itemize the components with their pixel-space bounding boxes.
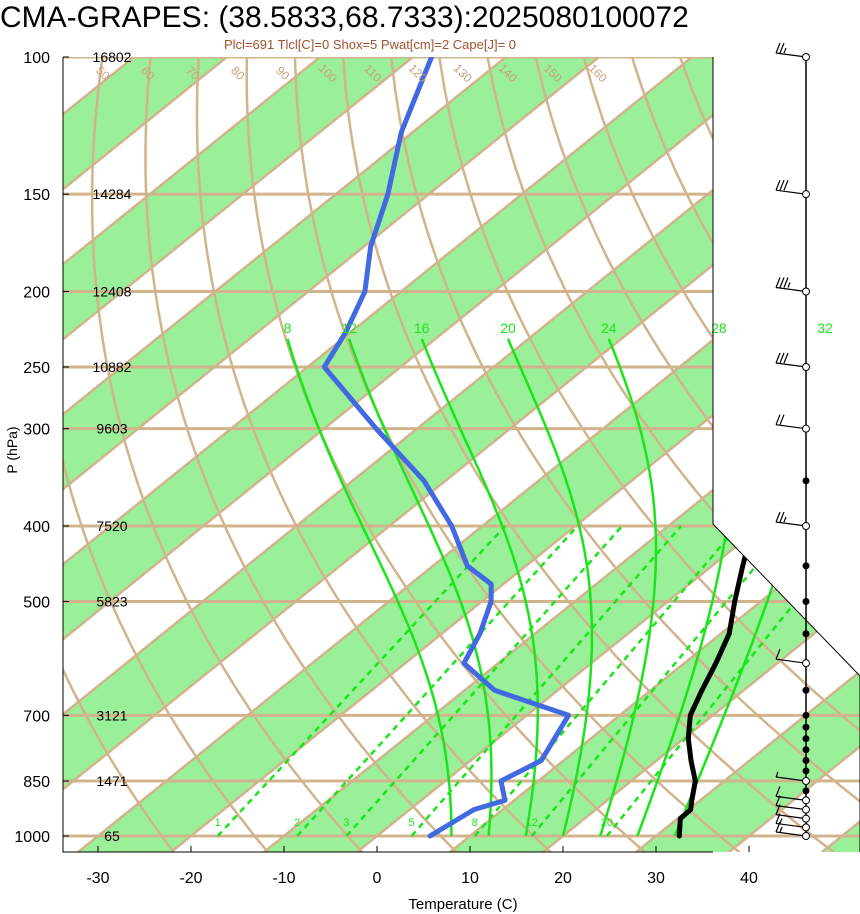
height-label: 16802 <box>93 49 132 65</box>
moist-adiabat-label: 16 <box>414 320 430 336</box>
mixing-ratio-label: 3 <box>343 817 349 829</box>
height-label: 9603 <box>96 421 127 437</box>
y-axis-label: P (hPa) <box>4 426 20 473</box>
wind-level-dot <box>803 630 810 637</box>
temperature-tick-label: 10 <box>461 870 479 887</box>
mixing-ratio-label: 8 <box>472 817 478 829</box>
chart-subtitle: Plcl=691 Tlcl[C]=0 Shox=5 Pwat[cm]=2 Cap… <box>224 37 516 52</box>
x-axis-label: Temperature (C) <box>408 896 517 913</box>
temperature-tick-label: -10 <box>272 870 295 887</box>
temperature-tick-label: 30 <box>647 870 665 887</box>
pressure-tick-label: 300 <box>23 422 50 439</box>
moist-adiabat-label: 8 <box>284 320 292 336</box>
pressure-tick-label: 400 <box>23 519 50 536</box>
height-label: 5823 <box>96 593 127 609</box>
chart-title: CMA-GRAPES: (38.5833,68.7333):2025080100… <box>0 1 689 34</box>
pressure-tick-label: 850 <box>23 774 50 791</box>
pressure-tick-label: 700 <box>23 708 50 725</box>
wind-level-dot <box>803 477 810 484</box>
wind-level-dot <box>803 735 810 742</box>
mixing-ratio-label: 1 <box>215 817 221 829</box>
wind-level-dot <box>803 687 810 694</box>
wind-level-dot <box>803 712 810 719</box>
height-label: 65 <box>104 828 120 844</box>
wind-level-dot <box>803 767 810 774</box>
pressure-tick-label: 1000 <box>14 829 50 846</box>
temperature-tick-label: 20 <box>554 870 572 887</box>
wind-level-dot <box>803 787 810 794</box>
wind-level-dot <box>803 724 810 731</box>
height-label: 1471 <box>96 773 127 789</box>
wind-level-dot <box>803 757 810 764</box>
moist-adiabat-label: 32 <box>817 320 833 336</box>
height-label: 3121 <box>96 707 127 723</box>
temperature-tick-label: 0 <box>373 870 382 887</box>
height-label: 10882 <box>93 359 132 375</box>
temperature-tick-label: 40 <box>740 870 758 887</box>
pressure-tick-label: 500 <box>23 594 50 611</box>
mixing-ratio-label: 12 <box>526 817 538 829</box>
moist-adiabat-label: 20 <box>500 320 516 336</box>
moist-adiabat-label: 24 <box>601 320 617 336</box>
mixing-ratio-label: 2 <box>294 817 300 829</box>
mixing-ratio-label: 5 <box>409 817 415 829</box>
temperature-tick-label: -20 <box>179 870 202 887</box>
moist-adiabat-label: 12 <box>341 320 357 336</box>
height-label: 12408 <box>93 284 132 300</box>
pressure-tick-label: 150 <box>23 187 50 204</box>
wind-level-dot <box>803 562 810 569</box>
pressure-tick-label: 200 <box>23 285 50 302</box>
temperature-tick-label: -30 <box>86 870 109 887</box>
wind-level-dot <box>803 598 810 605</box>
pressure-tick-label: 250 <box>23 360 50 377</box>
mixing-ratio-label: 20 <box>601 817 613 829</box>
pressure-tick-label: 100 <box>23 50 50 67</box>
wind-level-dot <box>803 746 810 753</box>
height-label: 7520 <box>96 518 127 534</box>
height-label: 14284 <box>93 186 132 202</box>
